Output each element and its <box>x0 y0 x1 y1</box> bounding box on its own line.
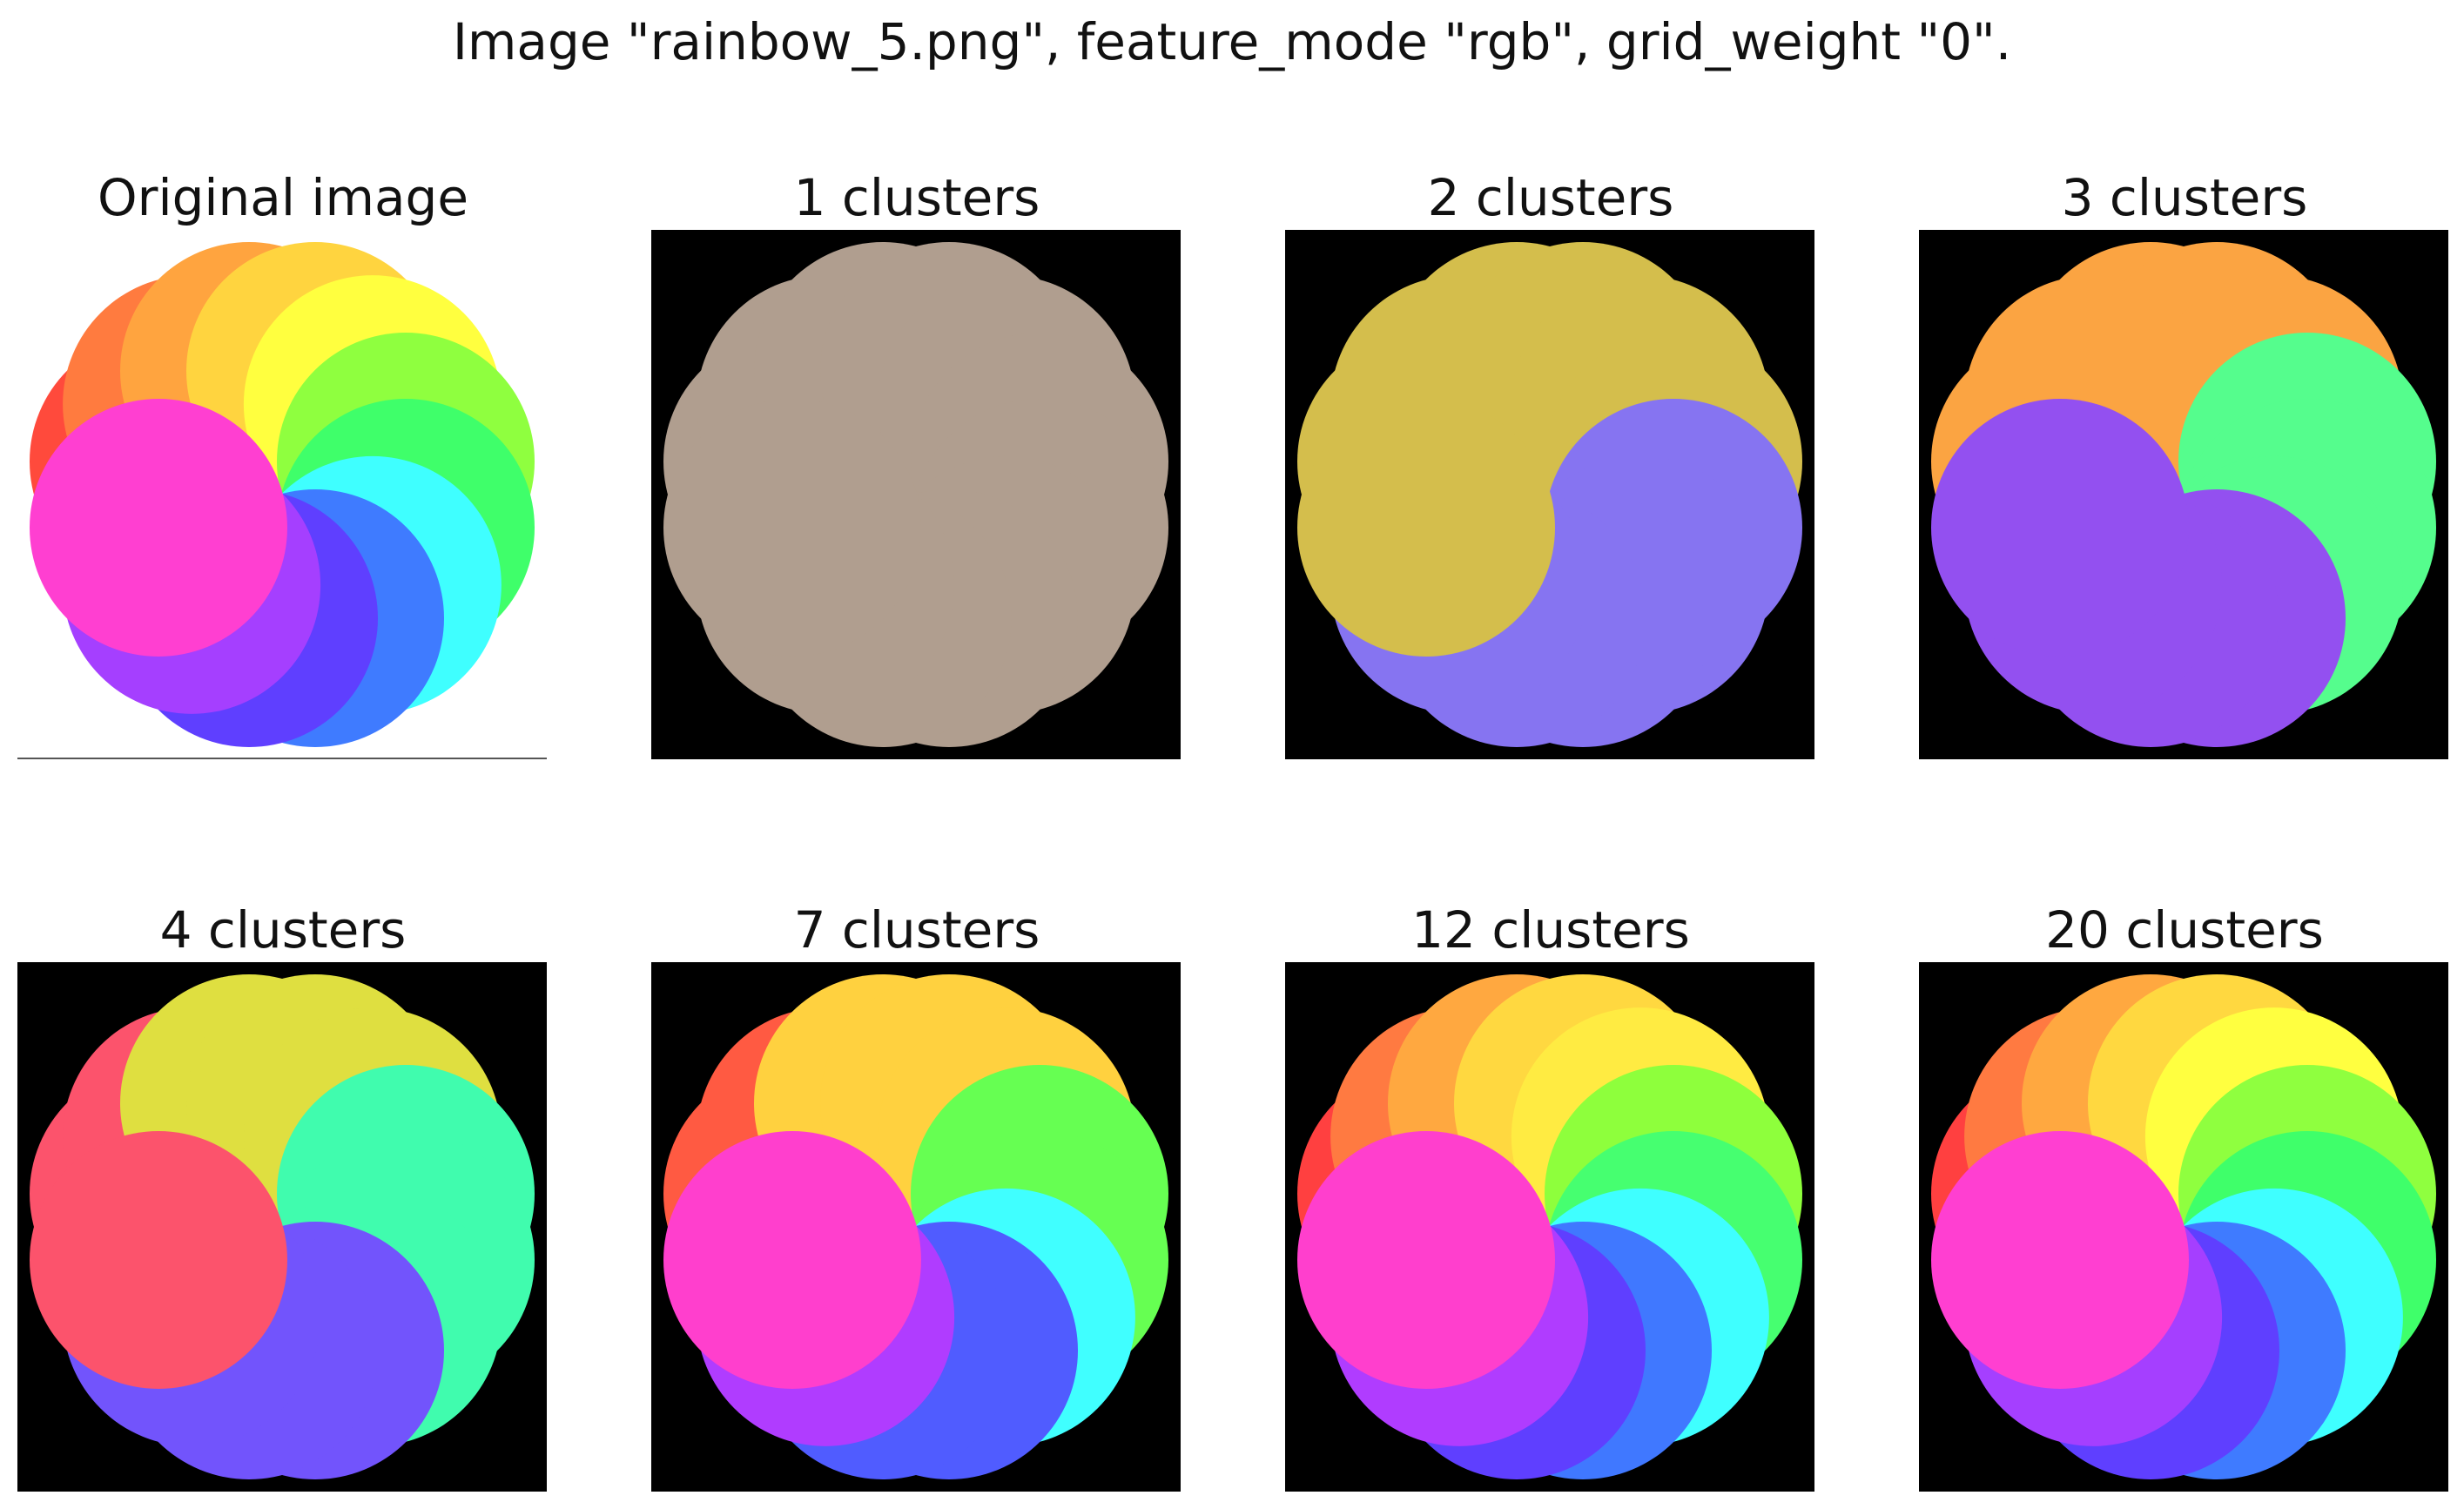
petal-circle <box>1931 1131 2189 1389</box>
panel-20-clusters <box>1919 962 2448 1492</box>
flower-image <box>1285 230 1814 759</box>
panel-title-3-clusters: 3 clusters <box>2061 168 2308 227</box>
flower-image <box>17 962 547 1492</box>
panel-title-4-clusters: 4 clusters <box>159 900 407 960</box>
flower-image <box>651 962 1181 1492</box>
flower-image <box>1919 962 2448 1492</box>
panel-title-1-clusters: 1 clusters <box>793 168 1040 227</box>
flower-image <box>1285 962 1814 1492</box>
flower-image <box>651 230 1181 759</box>
panel-original-image <box>17 230 547 759</box>
flower-image <box>17 230 547 759</box>
petal-circle <box>1931 399 2189 657</box>
panel-title-20-clusters: 20 clusters <box>2045 900 2324 960</box>
figure-suptitle: Image "rainbow_5.png", feature_mode "rgb… <box>452 12 2012 71</box>
panel-12-clusters <box>1285 962 1814 1492</box>
flower-image <box>1919 230 2448 759</box>
panel-title-12-clusters: 12 clusters <box>1411 900 1690 960</box>
petal-circle <box>663 399 921 657</box>
panel-title-7-clusters: 7 clusters <box>793 900 1040 960</box>
petal-circle <box>1297 1131 1555 1389</box>
panel-3-clusters <box>1919 230 2448 759</box>
petal-circle <box>30 1131 287 1389</box>
panel-title-2-clusters: 2 clusters <box>1427 168 1674 227</box>
panel-4-clusters <box>17 962 547 1492</box>
panel-title-original: Original image <box>97 168 469 227</box>
panel-7-clusters <box>651 962 1181 1492</box>
petal-circle <box>1297 399 1555 657</box>
petal-circle <box>663 1131 921 1389</box>
panel-1-clusters <box>651 230 1181 759</box>
petal-circle <box>30 399 287 657</box>
panel-2-clusters <box>1285 230 1814 759</box>
